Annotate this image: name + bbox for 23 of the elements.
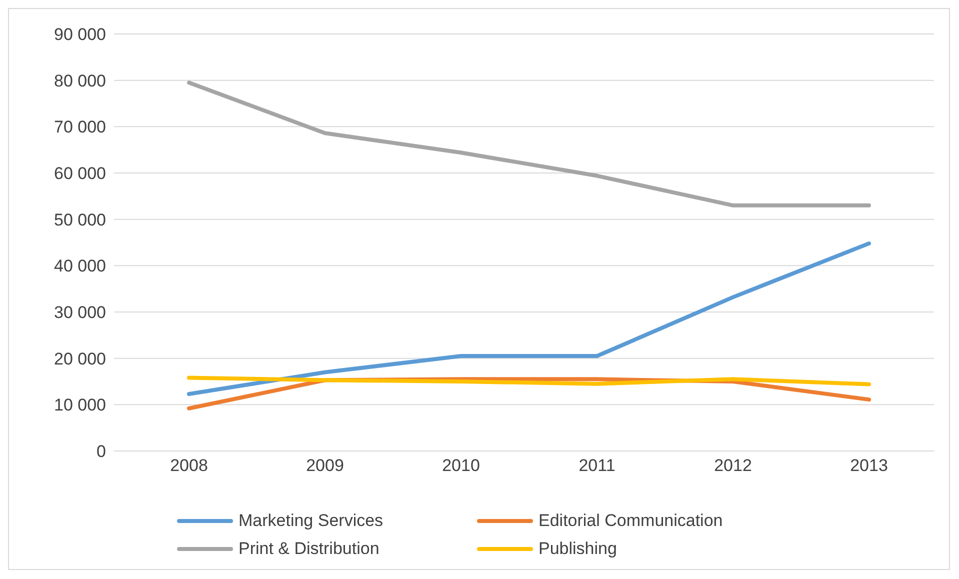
line-series	[187, 376, 871, 386]
x-tick-label: 2008	[170, 456, 208, 476]
legend-label: Marketing Services	[238, 511, 384, 531]
line-series	[187, 241, 871, 396]
x-tick-label: 2010	[442, 456, 480, 476]
legend-label: Editorial Communication	[538, 511, 723, 531]
y-tick-label: 30 000	[54, 303, 106, 322]
y-tick-label: 90 000	[54, 25, 106, 44]
line-series	[187, 80, 871, 208]
y-tick-label: 60 000	[54, 164, 106, 184]
y-tick-label: 20 000	[54, 349, 106, 368]
y-tick-label: 10 000	[54, 396, 106, 415]
x-tick-label: 2011	[578, 456, 616, 476]
y-tick-label: 80 000	[54, 71, 106, 90]
y-tick-label: 0	[96, 442, 106, 462]
x-tick-label: 2012	[714, 456, 752, 476]
y-tick-label: 50 000	[54, 210, 106, 230]
y-tick-label: 70 000	[54, 118, 106, 137]
y-tick-label: 40 000	[54, 256, 106, 276]
legend-label: Publishing	[538, 539, 617, 559]
x-tick-label: 2009	[306, 456, 344, 476]
legend-label: Print & Distribution	[238, 539, 380, 559]
x-tick-label: 2013	[850, 456, 888, 476]
